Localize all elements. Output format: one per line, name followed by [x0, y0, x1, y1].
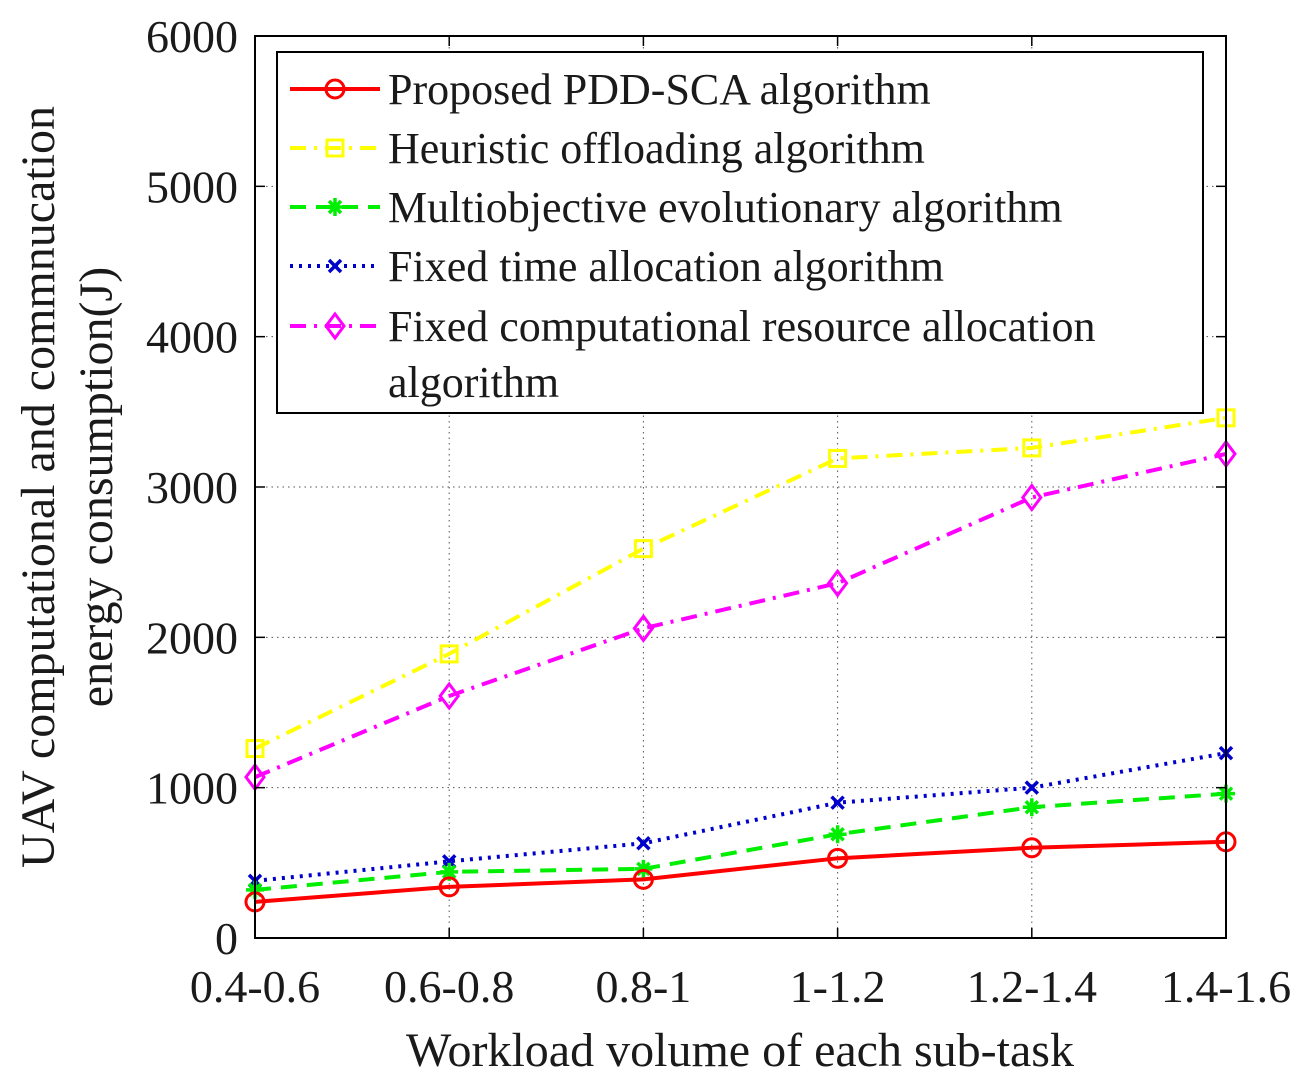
series-line-2: [254, 791, 1227, 892]
x-axis-label: Workload volume of each sub-task: [406, 1024, 1074, 1077]
data-point: [1022, 438, 1042, 458]
legend-marker: [327, 258, 343, 274]
y-tick-label: 3000: [146, 462, 238, 513]
x-tick-label: 0.8-1: [595, 961, 691, 1012]
data-point: [1024, 780, 1040, 795]
legend-entry-4: Fixed computational resource allocation a…: [290, 302, 1095, 407]
legend-entry-3: Fixed time allocation algorithm: [290, 242, 944, 291]
x-tick-label: 1.2-1.4: [967, 961, 1097, 1012]
data-point: [828, 448, 848, 468]
series-line-0: [254, 839, 1227, 904]
data-point: [438, 681, 461, 711]
series-layer: [244, 408, 1237, 913]
data-point: [441, 854, 457, 869]
legend-label: Heuristic offloading algorithm: [388, 124, 925, 173]
y-tick-label: 5000: [146, 161, 238, 212]
data-point: [632, 868, 654, 890]
legend-label: algorithm: [388, 358, 559, 407]
series-3: [247, 745, 1234, 889]
data-point: [634, 859, 653, 878]
legend: Proposed PDD-SCA algorithm Heuristic offl…: [276, 51, 1204, 414]
x-tick-label: 1-1.2: [790, 961, 886, 1012]
legend-box: [276, 51, 1204, 414]
y-tick-label: 1000: [146, 763, 238, 814]
legend-label: Fixed computational resource allocation: [388, 302, 1095, 351]
data-point: [633, 539, 653, 559]
x-tick-label: 0.4-0.6: [190, 961, 320, 1012]
data-point: [440, 862, 459, 881]
y-tick-label: 0: [215, 913, 238, 964]
data-point: [632, 613, 655, 643]
y-axis-label-line-1: UAV computational and commnucation: [12, 106, 65, 868]
data-point: [438, 876, 460, 898]
series-line-3: [254, 751, 1227, 883]
y-tick-label: 4000: [146, 312, 238, 363]
series-line-4: [254, 451, 1227, 779]
legend-label: Proposed PDD-SCA algorithm: [388, 65, 931, 114]
series-0: [244, 831, 1237, 913]
data-point: [828, 825, 847, 844]
y-tick-label: 6000: [146, 11, 238, 62]
data-point: [1021, 837, 1043, 859]
data-point: [826, 568, 849, 598]
data-point: [1020, 483, 1043, 513]
series-2: [246, 784, 1235, 899]
legend-marker: [324, 78, 346, 100]
legend-label: Multiobjective evolutionary algorithm: [388, 183, 1063, 232]
series-line-1: [254, 415, 1227, 751]
legend-marker: [324, 311, 346, 341]
data-point: [439, 644, 459, 664]
series-1: [245, 408, 1236, 759]
legend-marker: [326, 198, 344, 216]
x-tick-label: 0.6-0.8: [384, 961, 514, 1012]
y-tick-label: 2000: [146, 612, 238, 663]
legend-entry-2: Multiobjective evolutionary algorithm: [290, 183, 1063, 232]
series-4: [244, 439, 1237, 792]
legend-entry-1: Heuristic offloading algorithm: [290, 124, 925, 173]
legend-entry-0: Proposed PDD-SCA algorithm: [290, 65, 931, 114]
data-point: [636, 836, 651, 851]
ticks: 0.4-0.6 0.6-0.8 0.8-1 1-1.2 1.2-1.4 1.4-1.6 0 1…: [146, 11, 1291, 1012]
y-axis-label-line-2: energy consumption(J): [70, 267, 123, 707]
data-point: [830, 795, 845, 810]
legend-marker: [325, 138, 345, 158]
data-point: [827, 847, 849, 869]
x-tick-label: 1.4-1.6: [1161, 961, 1291, 1012]
data-point: [1022, 798, 1041, 817]
legend-label: Fixed time allocation algorithm: [388, 242, 944, 291]
